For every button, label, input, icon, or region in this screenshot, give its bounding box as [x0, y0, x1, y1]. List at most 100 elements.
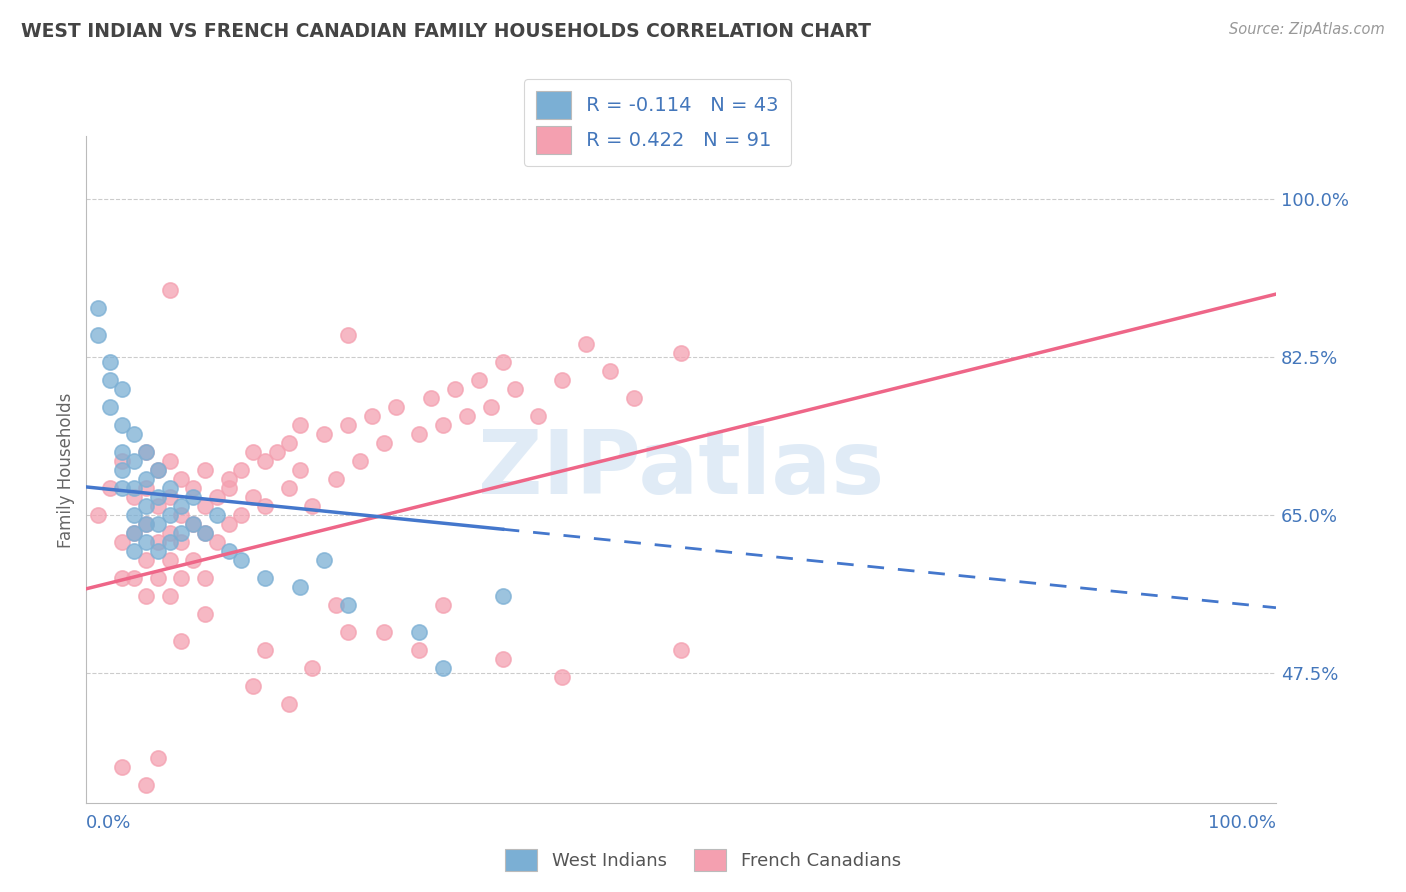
Point — [135, 499, 157, 513]
Text: 0.0%: 0.0% — [86, 814, 132, 832]
Point — [337, 417, 360, 432]
Point — [170, 525, 193, 540]
Y-axis label: Family Households: Family Households — [58, 392, 75, 548]
Point — [111, 760, 134, 774]
Point — [122, 490, 145, 504]
Point — [159, 535, 181, 549]
Point — [277, 481, 299, 495]
Point — [253, 643, 276, 657]
Point — [146, 544, 169, 558]
Point — [146, 490, 169, 504]
Point — [111, 417, 134, 432]
Point — [159, 508, 181, 522]
Point — [266, 445, 288, 459]
Point — [492, 652, 515, 666]
Point — [111, 382, 134, 396]
Point — [444, 382, 467, 396]
Point — [122, 454, 145, 468]
Point — [122, 544, 145, 558]
Point — [527, 409, 550, 423]
Point — [159, 553, 181, 567]
Point — [551, 373, 574, 387]
Point — [111, 445, 134, 459]
Point — [170, 472, 193, 486]
Point — [503, 382, 526, 396]
Point — [135, 778, 157, 792]
Text: WEST INDIAN VS FRENCH CANADIAN FAMILY HOUSEHOLDS CORRELATION CHART: WEST INDIAN VS FRENCH CANADIAN FAMILY HO… — [21, 22, 872, 41]
Point — [146, 571, 169, 585]
Point — [253, 571, 276, 585]
Point — [623, 391, 645, 405]
Point — [205, 508, 228, 522]
Point — [146, 516, 169, 531]
Point — [360, 409, 382, 423]
Point — [135, 516, 157, 531]
Point — [432, 661, 454, 675]
Point — [111, 535, 134, 549]
Point — [479, 400, 502, 414]
Point — [575, 336, 598, 351]
Point — [135, 445, 157, 459]
Point — [183, 481, 205, 495]
Point — [432, 417, 454, 432]
Point — [669, 643, 692, 657]
Point — [146, 535, 169, 549]
Point — [87, 327, 110, 342]
Point — [183, 490, 205, 504]
Point — [159, 589, 181, 603]
Point — [325, 598, 347, 612]
Point — [420, 391, 443, 405]
Point — [384, 400, 406, 414]
Point — [314, 426, 336, 441]
Point — [146, 499, 169, 513]
Point — [218, 544, 240, 558]
Point — [242, 490, 264, 504]
Point — [98, 354, 121, 368]
Point — [277, 435, 299, 450]
Point — [87, 508, 110, 522]
Point — [194, 499, 217, 513]
Point — [111, 454, 134, 468]
Point — [159, 283, 181, 297]
Point — [290, 580, 312, 594]
Point — [170, 535, 193, 549]
Point — [122, 525, 145, 540]
Point — [122, 426, 145, 441]
Point — [218, 472, 240, 486]
Point — [277, 697, 299, 711]
Point — [205, 535, 228, 549]
Point — [135, 535, 157, 549]
Point — [159, 490, 181, 504]
Point — [146, 463, 169, 477]
Point — [229, 553, 252, 567]
Point — [290, 417, 312, 432]
Point — [301, 499, 323, 513]
Point — [194, 525, 217, 540]
Point — [301, 661, 323, 675]
Legend:  R = -0.114   N = 43,  R = 0.422   N = 91: R = -0.114 N = 43, R = 0.422 N = 91 — [524, 79, 790, 166]
Point — [242, 445, 264, 459]
Point — [170, 508, 193, 522]
Point — [205, 490, 228, 504]
Point — [135, 553, 157, 567]
Text: 100.0%: 100.0% — [1208, 814, 1277, 832]
Point — [170, 499, 193, 513]
Point — [408, 426, 430, 441]
Point — [98, 481, 121, 495]
Point — [146, 751, 169, 765]
Point — [669, 345, 692, 359]
Point — [325, 472, 347, 486]
Point — [194, 607, 217, 621]
Point — [349, 454, 371, 468]
Point — [183, 516, 205, 531]
Point — [229, 463, 252, 477]
Point — [432, 598, 454, 612]
Point — [314, 553, 336, 567]
Point — [135, 481, 157, 495]
Point — [159, 525, 181, 540]
Point — [122, 571, 145, 585]
Point — [337, 327, 360, 342]
Point — [337, 625, 360, 640]
Point — [456, 409, 478, 423]
Point — [122, 508, 145, 522]
